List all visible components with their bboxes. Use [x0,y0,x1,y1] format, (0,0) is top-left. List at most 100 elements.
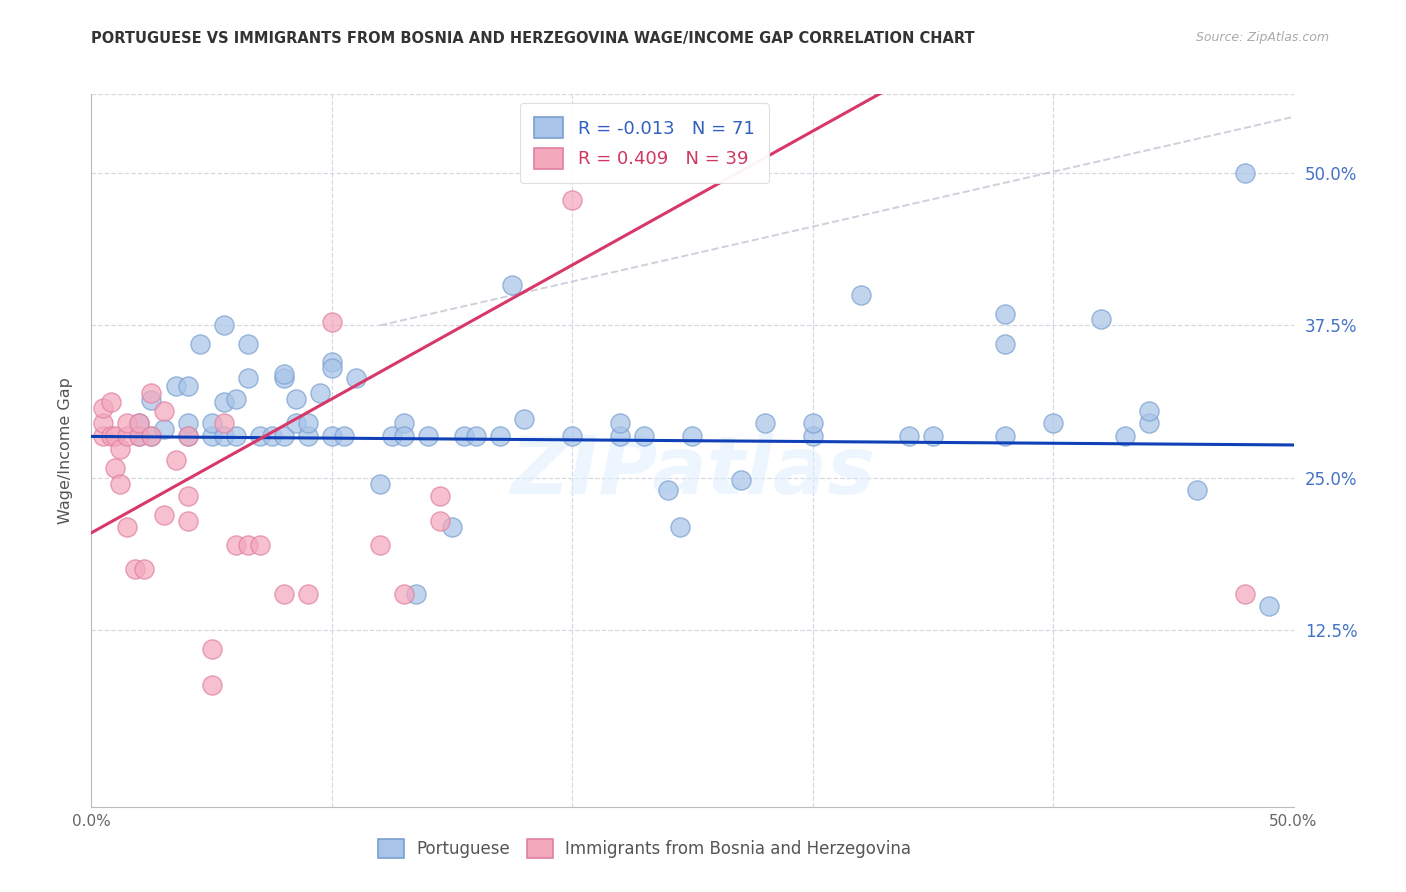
Point [152,404,174,418]
Text: ZIPatlas: ZIPatlas [510,433,875,511]
Point [465,429,488,443]
Point [134,562,156,576]
Point [1234,587,1257,601]
Point [344,371,367,385]
Point [128,416,150,430]
Point [1090,312,1112,326]
Point [308,385,330,400]
Point [128,429,150,443]
Point [176,514,198,528]
Point [128,416,150,430]
Legend: Portuguese, Immigrants from Bosnia and Herzegovina: Portuguese, Immigrants from Bosnia and H… [370,830,920,867]
Point [754,416,776,430]
Point [897,429,920,443]
Point [141,429,163,443]
Point [212,318,235,333]
Point [922,429,945,443]
Point [165,379,187,393]
Point [994,429,1017,443]
Point [141,392,163,407]
Point [110,442,132,456]
Point [212,395,235,409]
Point [429,514,451,528]
Point [176,416,198,430]
Point [392,587,415,601]
Point [333,429,356,443]
Point [321,315,343,329]
Point [513,412,536,426]
Y-axis label: Wage/Income Gap: Wage/Income Gap [58,377,73,524]
Point [440,519,463,533]
Point [1234,166,1257,180]
Point [165,452,187,467]
Point [405,587,427,601]
Point [368,538,391,552]
Point [801,429,824,443]
Point [321,355,343,369]
Point [368,477,391,491]
Point [994,336,1017,351]
Point [681,429,703,443]
Point [93,429,115,443]
Point [381,429,404,443]
Point [176,429,198,443]
Point [284,392,307,406]
Point [392,429,415,443]
Point [225,392,247,406]
Point [212,416,235,430]
Point [117,429,139,443]
Point [141,429,163,443]
Point [249,429,271,443]
Point [236,336,259,351]
Point [124,562,146,576]
Point [93,401,115,416]
Point [201,429,224,443]
Point [141,385,163,400]
Point [93,416,115,430]
Point [100,429,122,443]
Point [236,371,259,385]
Point [1114,429,1136,443]
Point [1137,404,1160,418]
Point [152,422,174,436]
Point [117,416,139,430]
Point [1258,599,1281,613]
Point [176,489,198,503]
Point [100,395,122,409]
Point [201,641,224,656]
Point [284,416,307,430]
Point [561,193,583,207]
Point [416,429,439,443]
Point [273,587,295,601]
Point [501,278,523,293]
Text: Source: ZipAtlas.com: Source: ZipAtlas.com [1195,31,1329,45]
Point [104,461,127,475]
Point [392,416,415,430]
Point [321,429,343,443]
Point [188,336,211,351]
Point [273,368,295,382]
Point [1042,416,1064,430]
Point [201,678,224,692]
Point [225,429,247,443]
Point [225,538,247,552]
Point [128,429,150,443]
Point [849,288,872,302]
Point [1137,416,1160,430]
Point [1187,483,1209,497]
Point [669,519,692,533]
Point [176,429,198,443]
Point [561,429,583,443]
Point [273,371,295,385]
Point [152,508,174,522]
Point [730,474,752,488]
Point [429,489,451,503]
Point [321,361,343,376]
Point [176,379,198,393]
Point [297,587,319,601]
Point [201,416,224,430]
Point [297,416,319,430]
Point [609,429,631,443]
Point [104,429,127,443]
Point [657,483,679,497]
